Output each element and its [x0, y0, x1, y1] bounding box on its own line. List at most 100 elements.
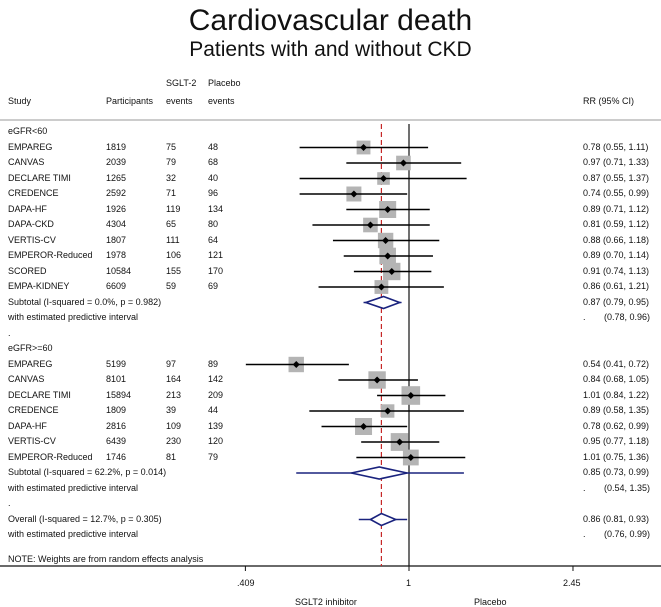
participants-cell: 1978	[106, 250, 127, 260]
sglt2-events-cell: 111	[166, 234, 180, 245]
header-sglt2-2: events	[166, 96, 193, 106]
participants-cell: 10584	[106, 265, 132, 276]
point-estimate	[396, 438, 404, 446]
header-sglt2-1: SGLT-2	[166, 78, 197, 88]
point-estimate	[399, 159, 407, 167]
row-label: VERTIS-CV	[8, 234, 56, 245]
pooled-diamond	[363, 295, 402, 310]
participants-cell: 8101	[106, 374, 127, 384]
point-estimate	[373, 376, 381, 384]
point-estimate	[380, 175, 388, 182]
row-label: eGFR<60	[8, 126, 48, 136]
participants-cell: 1819	[106, 141, 127, 152]
pi-dot: .	[583, 529, 586, 539]
rr-cell: 0.78 (0.62, 0.99)	[583, 420, 650, 431]
rr-cell: 0.87 (0.79, 0.95)	[583, 296, 650, 307]
sglt2-events-cell: 65	[166, 219, 177, 229]
point-estimate	[384, 407, 392, 415]
row-label: EMPAREG	[8, 358, 53, 369]
row-label: eGFR>=60	[8, 343, 53, 353]
placebo-events-cell: 40	[208, 172, 219, 183]
row-label: EMPEROR-Reduced	[8, 451, 93, 462]
participants-cell: 1926	[106, 203, 127, 214]
header-study: Study	[8, 96, 32, 106]
xlabel-right: Placebo	[474, 597, 507, 607]
row-label: DECLARE TIMI	[8, 172, 71, 183]
rr-cell: 1.01 (0.84, 1.22)	[583, 389, 650, 400]
participants-cell: 5199	[106, 358, 127, 369]
rr-cell: 0.89 (0.71, 1.12)	[583, 203, 650, 214]
placebo-events-cell: 44	[208, 405, 219, 415]
placebo-events-cell: 80	[208, 219, 219, 229]
row-label: with estimated predictive interval	[8, 312, 139, 322]
placebo-events-cell: 69	[208, 281, 219, 291]
sglt2-events-cell: 109	[166, 420, 182, 431]
rr-cell: 0.97 (0.71, 1.33)	[583, 157, 650, 167]
point-estimate	[292, 361, 300, 368]
sglt2-events-cell: 32	[166, 172, 177, 183]
point-estimate	[384, 206, 392, 213]
xtick-label-0: .409	[237, 578, 255, 588]
sglt2-events-cell: 119	[166, 203, 181, 214]
point-estimate	[377, 283, 385, 291]
participants-cell: 2816	[106, 420, 127, 431]
point-estimate	[382, 237, 390, 244]
placebo-events-cell: 96	[208, 188, 219, 198]
rr-cell: 0.54 (0.41, 0.72)	[583, 358, 650, 369]
sglt2-events-cell: 71	[166, 188, 177, 198]
pooled-diamond	[351, 466, 408, 480]
placebo-events-cell: 89	[208, 358, 219, 369]
sglt2-events-cell: 39	[166, 405, 177, 415]
rr-cell: 0.86 (0.61, 1.21)	[583, 281, 650, 291]
rr-cell: 0.87 (0.55, 1.37)	[583, 172, 650, 183]
sglt2-events-cell: 230	[166, 436, 182, 446]
row-label: DECLARE TIMI	[8, 389, 71, 400]
sglt2-events-cell: 97	[166, 358, 177, 369]
pi-cell: (0.54, 1.35)	[604, 482, 651, 493]
placebo-events-cell: 48	[208, 141, 219, 152]
placebo-events-cell: 64	[208, 234, 219, 245]
rr-cell: 0.85 (0.73, 0.99)	[583, 467, 650, 477]
row-label: Subtotal (I-squared = 0.0%, p = 0.982)	[8, 296, 162, 307]
rr-cell: 0.86 (0.81, 0.93)	[583, 513, 650, 524]
chart-subtitle: Patients with and without CKD	[189, 38, 472, 61]
xtick-label-1: 1	[406, 578, 412, 588]
sglt2-events-cell: 79	[166, 157, 177, 167]
participants-cell: 6609	[106, 281, 127, 291]
pi-cell: (0.78, 0.96)	[604, 312, 651, 322]
sglt2-events-cell: 81	[166, 451, 177, 462]
row-label: EMPAREG	[8, 141, 53, 152]
placebo-events-cell: 170	[208, 265, 224, 276]
rr-cell: 0.81 (0.59, 1.12)	[583, 219, 650, 229]
point-estimate	[360, 423, 368, 430]
row-label: CREDENCE	[8, 188, 59, 198]
sglt2-events-cell: 106	[166, 250, 182, 260]
row-label: with estimated predictive interval	[8, 482, 139, 493]
point-estimate	[388, 268, 396, 275]
point-estimate	[350, 190, 358, 198]
placebo-events-cell: 120	[208, 436, 224, 446]
point-estimate	[384, 252, 392, 260]
row-label: DAPA-CKD	[8, 219, 54, 229]
placebo-events-cell: 68	[208, 157, 219, 167]
row-label: Overall (I-squared = 12.7%, p = 0.305)	[8, 513, 162, 524]
header-rr: RR (95% CI)	[583, 96, 635, 106]
rr-cell: 0.88 (0.66, 1.18)	[583, 234, 650, 245]
placebo-events-cell: 209	[208, 389, 224, 400]
placebo-events-cell: 79	[208, 451, 219, 462]
pooled-diamond	[368, 512, 398, 527]
xlabel-left: SGLT2 inhibitor	[295, 597, 357, 607]
sglt2-events-cell: 155	[166, 265, 182, 276]
row-label: Subtotal (I-squared = 62.2%, p = 0.014)	[8, 467, 167, 477]
pi-dot: .	[583, 312, 586, 322]
xtick-label-2: 2.45	[563, 578, 581, 588]
rr-cell: 0.74 (0.55, 0.99)	[583, 188, 650, 198]
row-label: CANVAS	[8, 374, 45, 384]
point-estimate	[366, 221, 374, 229]
participants-cell: 1265	[106, 172, 127, 183]
row-label: VERTIS-CV	[8, 436, 56, 446]
row-label: .	[8, 327, 11, 338]
participants-cell: 1746	[106, 451, 127, 462]
header-participants: Participants	[106, 96, 154, 106]
